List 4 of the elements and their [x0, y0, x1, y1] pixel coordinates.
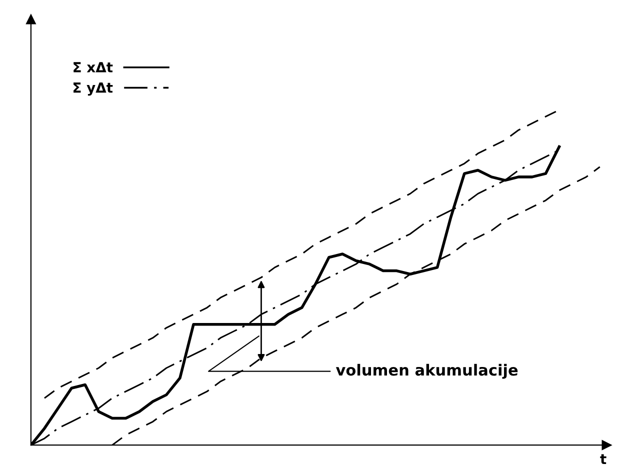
legend-label: Σ xΔt — [74, 62, 113, 72]
annotation: volumen akumulacije — [336, 364, 518, 379]
x-axis-title: t — [600, 454, 606, 464]
legend-label: Σ yΔt — [74, 82, 113, 96]
